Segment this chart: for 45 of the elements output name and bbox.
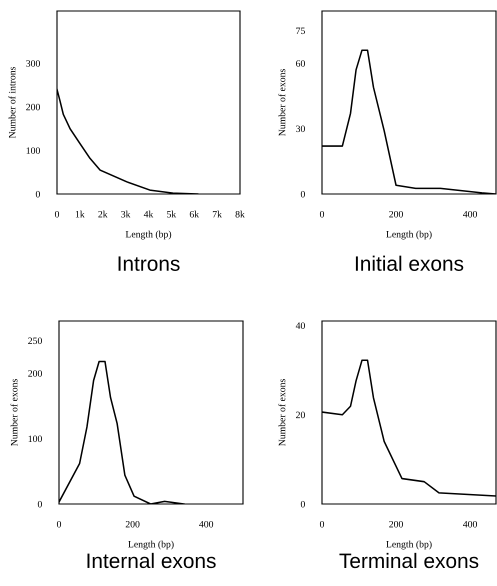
y-tick-label: 30 bbox=[296, 126, 305, 132]
y-tick-label: 40 bbox=[296, 322, 305, 329]
x-tick-label: 4k bbox=[144, 210, 154, 218]
y-tick-label: 60 bbox=[296, 60, 305, 67]
x-tick-label: 200 bbox=[389, 520, 403, 528]
y-tick-label: 75 bbox=[296, 28, 305, 34]
y-tick-label: 20 bbox=[296, 412, 305, 418]
x-tick-label: 0 bbox=[56, 520, 62, 528]
x-tick-label: 200 bbox=[389, 210, 403, 218]
y-tick-label: 250 bbox=[28, 338, 42, 344]
y-axis-title: Number of exons bbox=[278, 379, 286, 446]
x-tick-label: 400 bbox=[462, 210, 478, 218]
x-tick-label: 0 bbox=[320, 210, 324, 218]
y-axis-title: Number of exons bbox=[278, 69, 286, 136]
text: Terminal exons bbox=[339, 552, 478, 568]
x-tick-label: 8k bbox=[236, 210, 245, 218]
x-tick-label: 200 bbox=[126, 520, 140, 528]
x-tick-label: 0 bbox=[54, 210, 60, 218]
y-tick-label: 0 bbox=[300, 500, 305, 508]
x-axis-title: Length (bp) bbox=[386, 230, 432, 240]
y-tick-label: 0 bbox=[36, 190, 40, 198]
x-tick-label: 3k bbox=[121, 210, 130, 218]
x-tick-label: 400 bbox=[462, 520, 478, 528]
y-tick-label: 0 bbox=[300, 190, 305, 198]
x-axis-title: Length (bp) bbox=[128, 540, 174, 550]
text: Initial exons bbox=[356, 256, 464, 271]
x-tick-label: 5k bbox=[167, 210, 176, 218]
y-axis-title: Number of exons bbox=[10, 379, 18, 446]
text: Introns bbox=[118, 256, 180, 271]
y-tick-label: 100 bbox=[28, 436, 42, 442]
y-tick-label: 200 bbox=[26, 104, 40, 110]
x-axis-title: Length (bp) bbox=[386, 540, 432, 550]
x-tick-label: 6k bbox=[190, 210, 200, 218]
y-tick-label: 0 bbox=[38, 500, 42, 508]
y-tick-label: 200 bbox=[28, 370, 42, 377]
x-tick-label: 400 bbox=[199, 520, 214, 528]
x-axis-title: Length (bp) bbox=[126, 230, 172, 240]
x-tick-label: 0 bbox=[320, 520, 324, 528]
x-tick-label: 1k bbox=[76, 210, 85, 218]
y-tick-label: 300 bbox=[26, 60, 40, 67]
y-tick-label: 100 bbox=[26, 147, 40, 154]
x-tick-label: 2k bbox=[98, 210, 108, 218]
y-axis-title: Number of introns bbox=[8, 66, 16, 138]
text: Internal exons bbox=[87, 552, 216, 568]
x-tick-label: 7k bbox=[212, 210, 222, 218]
